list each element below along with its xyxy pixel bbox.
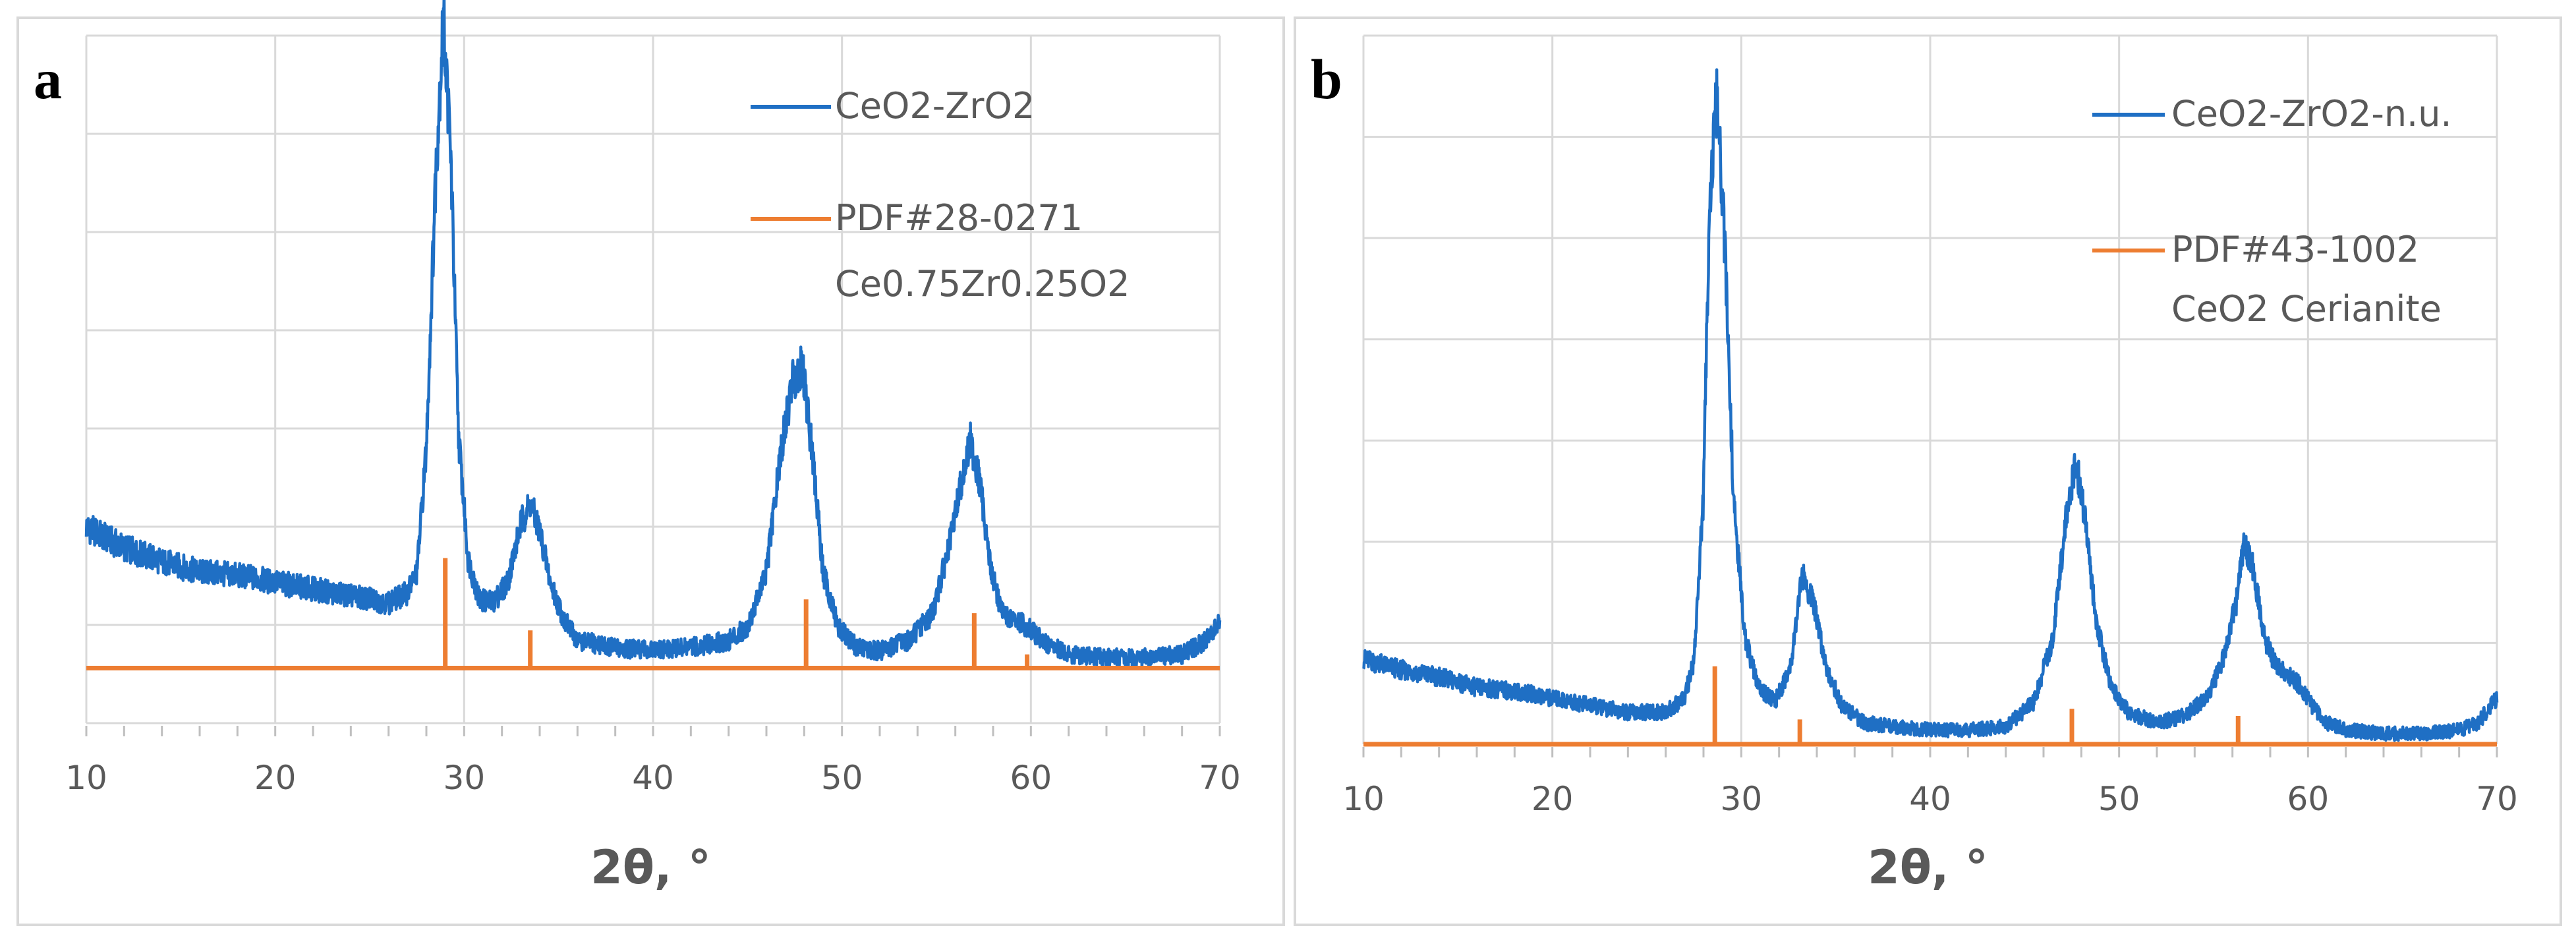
x-tick-label: 30 <box>444 759 486 797</box>
x-tick-label: 60 <box>2287 780 2330 818</box>
legend-label: Ce0.75Zr0.25O2 <box>835 263 1130 305</box>
legend-label: CeO2-ZrO2-n.u. <box>2171 93 2452 134</box>
xrd-plot-a: 10 20 30 40 50 60 70 CeO2-ZrO2 PDF#28-0271 Ce0.75… <box>65 0 1241 797</box>
chart-panel-a: a 10 20 30 40 50 60 70 CeO2-ZrO2 PDF#28-0271 Ce0.… <box>16 0 1285 926</box>
legend-label: PDF#28-0271 <box>835 197 1083 239</box>
legend-label: CeO2-ZrO2 <box>835 85 1035 127</box>
gridlines-b <box>1362 34 2498 746</box>
series-line-b <box>1361 68 2499 742</box>
x-tick-label: 20 <box>254 759 297 797</box>
x-tick-label: 30 <box>1721 780 1763 818</box>
x-tick-label: 70 <box>1199 759 1241 797</box>
chart-panel-b: b 10 20 30 40 50 60 70 CeO2-ZrO2-n.u. PDF#43-100… <box>1294 16 2562 926</box>
x-axis-title-b: 2θ, ° <box>1868 840 1988 895</box>
x-tick-label: 20 <box>1531 780 1574 818</box>
x-tick-label: 40 <box>632 759 674 797</box>
x-tick-label: 60 <box>1010 759 1052 797</box>
x-tick-label: 70 <box>2476 780 2518 818</box>
x-tick-label: 50 <box>821 759 863 797</box>
panel-label-a: a <box>34 47 62 111</box>
panel-label-b: b <box>1311 47 1342 111</box>
xrd-plot-b: 10 20 30 40 50 60 70 CeO2-ZrO2-n.u. PDF#43-1002 C… <box>1342 34 2518 818</box>
x-tick-label: 10 <box>65 759 107 797</box>
x-tick-label: 10 <box>1342 780 1385 818</box>
gridlines-a <box>85 34 1221 724</box>
x-tick-label: 50 <box>2098 780 2140 818</box>
legend-label: CeO2 Cerianite <box>2171 288 2442 330</box>
legend-label: PDF#43-1002 <box>2171 229 2419 270</box>
x-axis-title-a: 2θ, ° <box>590 840 711 895</box>
x-tick-label: 40 <box>1909 780 1951 818</box>
series-line-a <box>84 0 1222 668</box>
